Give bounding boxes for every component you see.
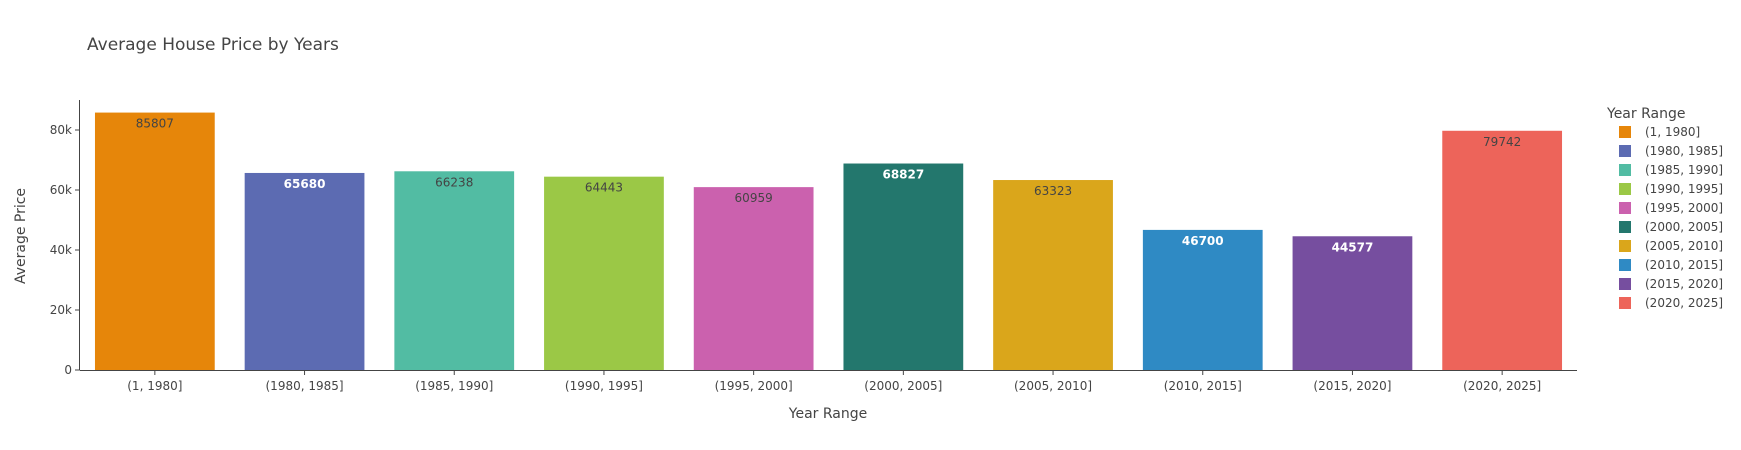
chart-title: Average House Price by Years — [87, 35, 339, 55]
legend-swatch — [1619, 278, 1631, 290]
data-label: 44577 — [1332, 240, 1374, 254]
legend-title: Year Range — [1606, 106, 1685, 122]
x-tick-label: (1, 1980] — [127, 379, 182, 393]
bar — [244, 172, 365, 370]
legend: Year Range (1, 1980] (1980, 1985] (1985, 1… — [1606, 106, 1723, 310]
legend-swatch — [1619, 202, 1631, 214]
bar — [544, 176, 664, 370]
legend-swatch — [1619, 183, 1631, 195]
y-tick-label: 60k — [50, 183, 72, 197]
x-tick-label: (1985, 1990] — [415, 379, 493, 393]
bars-layer — [94, 112, 1563, 370]
legend-swatch — [1619, 240, 1631, 252]
x-axis: (1, 1980] (1980, 1985] (1985, 1990] (1990, … — [80, 370, 1577, 393]
data-label: 68827 — [882, 168, 924, 182]
legend-item-label: (2005, 2010] — [1645, 239, 1723, 253]
legend-item-label: (2000, 2005] — [1645, 220, 1723, 234]
bar — [394, 171, 515, 370]
bar — [1442, 130, 1563, 370]
y-axis-title: Average Price — [13, 188, 29, 284]
data-label: 65680 — [284, 177, 326, 191]
x-tick-label: (1990, 1995] — [565, 379, 643, 393]
y-tick-label: 0 — [64, 363, 72, 377]
x-tick-label: (2010, 2015] — [1164, 379, 1242, 393]
x-tick-label: (1995, 2000] — [715, 379, 793, 393]
data-label: 63323 — [1034, 184, 1072, 198]
y-tick-label: 40k — [50, 243, 72, 257]
legend-swatch — [1619, 145, 1631, 157]
bar — [843, 163, 964, 370]
legend-item-label: (1985, 1990] — [1645, 163, 1723, 177]
legend-item-label: (1995, 2000] — [1645, 201, 1723, 215]
legend-item-label: (1, 1980] — [1645, 125, 1700, 139]
bar — [1292, 236, 1413, 370]
y-tick-label: 20k — [50, 303, 72, 317]
x-tick-label: (2020, 2025] — [1463, 379, 1541, 393]
y-axis: 0 20k 40k 60k 80k — [50, 100, 80, 377]
bar — [1142, 229, 1263, 370]
x-tick-label: (2005, 2010] — [1014, 379, 1092, 393]
x-axis-title: Year Range — [788, 406, 867, 422]
data-labels-layer: 85807 65680 66238 64443 60959 68827 63323 46700… — [136, 117, 1521, 255]
legend-item-label: (1980, 1985] — [1645, 144, 1723, 158]
y-tick-label: 80k — [50, 123, 72, 137]
legend-item-label: (2020, 2025] — [1645, 296, 1723, 310]
data-label: 64443 — [585, 181, 623, 195]
data-label: 60959 — [735, 191, 773, 205]
legend-swatch — [1619, 126, 1631, 138]
x-tick-label: (2015, 2020] — [1313, 379, 1391, 393]
legend-swatch — [1619, 259, 1631, 271]
bar — [693, 187, 814, 370]
legend-swatch — [1619, 164, 1631, 176]
data-label: 46700 — [1182, 234, 1224, 248]
bar — [993, 180, 1113, 370]
data-label: 79742 — [1483, 135, 1521, 149]
bar — [94, 112, 215, 370]
legend-swatch — [1619, 221, 1631, 233]
x-tick-label: (2000, 2005] — [864, 379, 942, 393]
x-tick-label: (1980, 1985] — [266, 379, 344, 393]
legend-item-label: (2015, 2020] — [1645, 277, 1723, 291]
data-label: 85807 — [136, 117, 174, 131]
data-label: 66238 — [435, 175, 473, 189]
legend-item-label: (2010, 2015] — [1645, 258, 1723, 272]
legend-item-label: (1990, 1995] — [1645, 182, 1723, 196]
legend-swatch — [1619, 297, 1631, 309]
